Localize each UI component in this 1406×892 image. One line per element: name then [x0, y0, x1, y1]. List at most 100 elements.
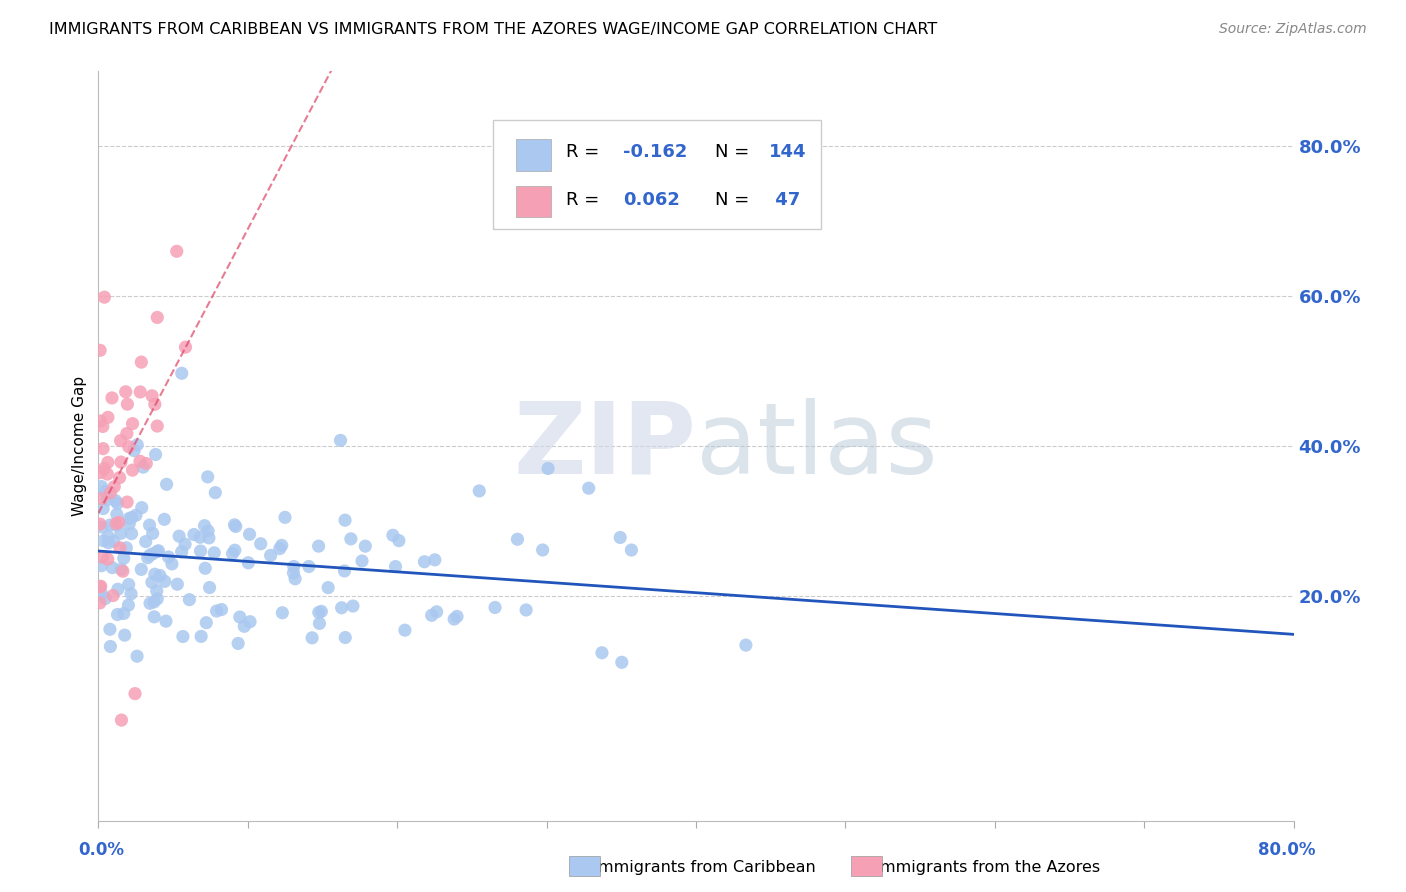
Point — [308, 616, 330, 631]
Text: 0.062: 0.062 — [623, 191, 681, 209]
Point — [148, 543, 170, 558]
Point — [143, 595, 166, 609]
Point — [101, 391, 124, 405]
Point — [142, 526, 165, 541]
Point — [446, 609, 468, 624]
Point — [124, 687, 146, 701]
Text: -0.162: -0.162 — [623, 143, 688, 161]
Point — [93, 533, 115, 548]
Point — [308, 606, 330, 620]
Text: 0.0%: 0.0% — [79, 840, 124, 858]
Point — [183, 527, 205, 541]
Point — [141, 575, 163, 590]
Point — [103, 534, 125, 549]
Point — [167, 529, 190, 543]
FancyBboxPatch shape — [516, 139, 551, 170]
Point — [121, 526, 143, 541]
Point — [132, 460, 155, 475]
Point — [170, 366, 193, 380]
Text: atlas: atlas — [696, 398, 938, 494]
Point — [333, 513, 356, 527]
Point — [354, 539, 377, 553]
Point — [107, 496, 129, 510]
Point — [381, 528, 404, 542]
Point — [342, 599, 364, 613]
Point — [97, 410, 120, 425]
Point — [610, 655, 633, 669]
Point — [468, 483, 491, 498]
Text: 47: 47 — [769, 191, 800, 209]
Point — [506, 533, 529, 547]
Point — [114, 628, 136, 642]
Point — [224, 517, 246, 532]
Point — [301, 631, 323, 645]
Point — [97, 455, 120, 469]
Point — [90, 479, 112, 493]
Point — [340, 532, 363, 546]
Point — [202, 546, 225, 560]
Point — [283, 559, 305, 574]
FancyBboxPatch shape — [494, 120, 821, 228]
Point — [90, 558, 112, 573]
Point — [131, 355, 153, 369]
Point — [224, 543, 246, 558]
Point — [155, 614, 177, 628]
Point — [115, 426, 138, 441]
Point — [394, 623, 416, 637]
Point — [423, 553, 446, 567]
Point — [609, 531, 631, 545]
Point — [97, 535, 120, 549]
Point — [131, 500, 153, 515]
Point — [135, 534, 157, 549]
Point — [578, 481, 600, 495]
Point — [329, 434, 352, 448]
Point — [193, 518, 215, 533]
Point — [233, 619, 256, 633]
Point — [153, 574, 176, 589]
Point — [443, 612, 465, 626]
Point — [110, 455, 132, 469]
Point — [107, 582, 129, 597]
Text: R =: R = — [565, 191, 605, 209]
Point — [166, 577, 188, 591]
Point — [146, 310, 169, 325]
Point — [90, 491, 112, 506]
Point — [104, 493, 127, 508]
Point — [531, 543, 554, 558]
Point — [118, 440, 141, 454]
Text: N =: N = — [716, 143, 755, 161]
Point — [204, 485, 226, 500]
FancyBboxPatch shape — [516, 186, 551, 218]
Point — [143, 610, 166, 624]
Point — [426, 605, 449, 619]
Point — [298, 559, 321, 574]
Text: Source: ZipAtlas.com: Source: ZipAtlas.com — [1219, 22, 1367, 37]
Point — [93, 461, 115, 475]
Point — [98, 622, 121, 636]
Point — [350, 554, 373, 568]
Point — [308, 539, 330, 553]
Point — [107, 607, 129, 622]
Point — [89, 343, 111, 358]
Point — [90, 579, 112, 593]
Point — [270, 538, 292, 552]
Point — [146, 544, 169, 558]
Point — [249, 537, 271, 551]
Point — [333, 564, 356, 578]
Point — [100, 640, 122, 654]
Point — [388, 533, 411, 548]
Point — [316, 581, 339, 595]
Point — [238, 527, 260, 541]
Text: N =: N = — [716, 191, 755, 209]
Point — [129, 562, 152, 576]
Point — [157, 549, 180, 564]
Point — [107, 516, 129, 530]
Point — [98, 486, 121, 500]
Point — [110, 713, 132, 727]
Point — [118, 577, 141, 591]
Point — [89, 517, 111, 532]
Point — [117, 598, 139, 612]
Point — [115, 541, 138, 555]
Point — [138, 518, 160, 533]
Point — [413, 555, 436, 569]
